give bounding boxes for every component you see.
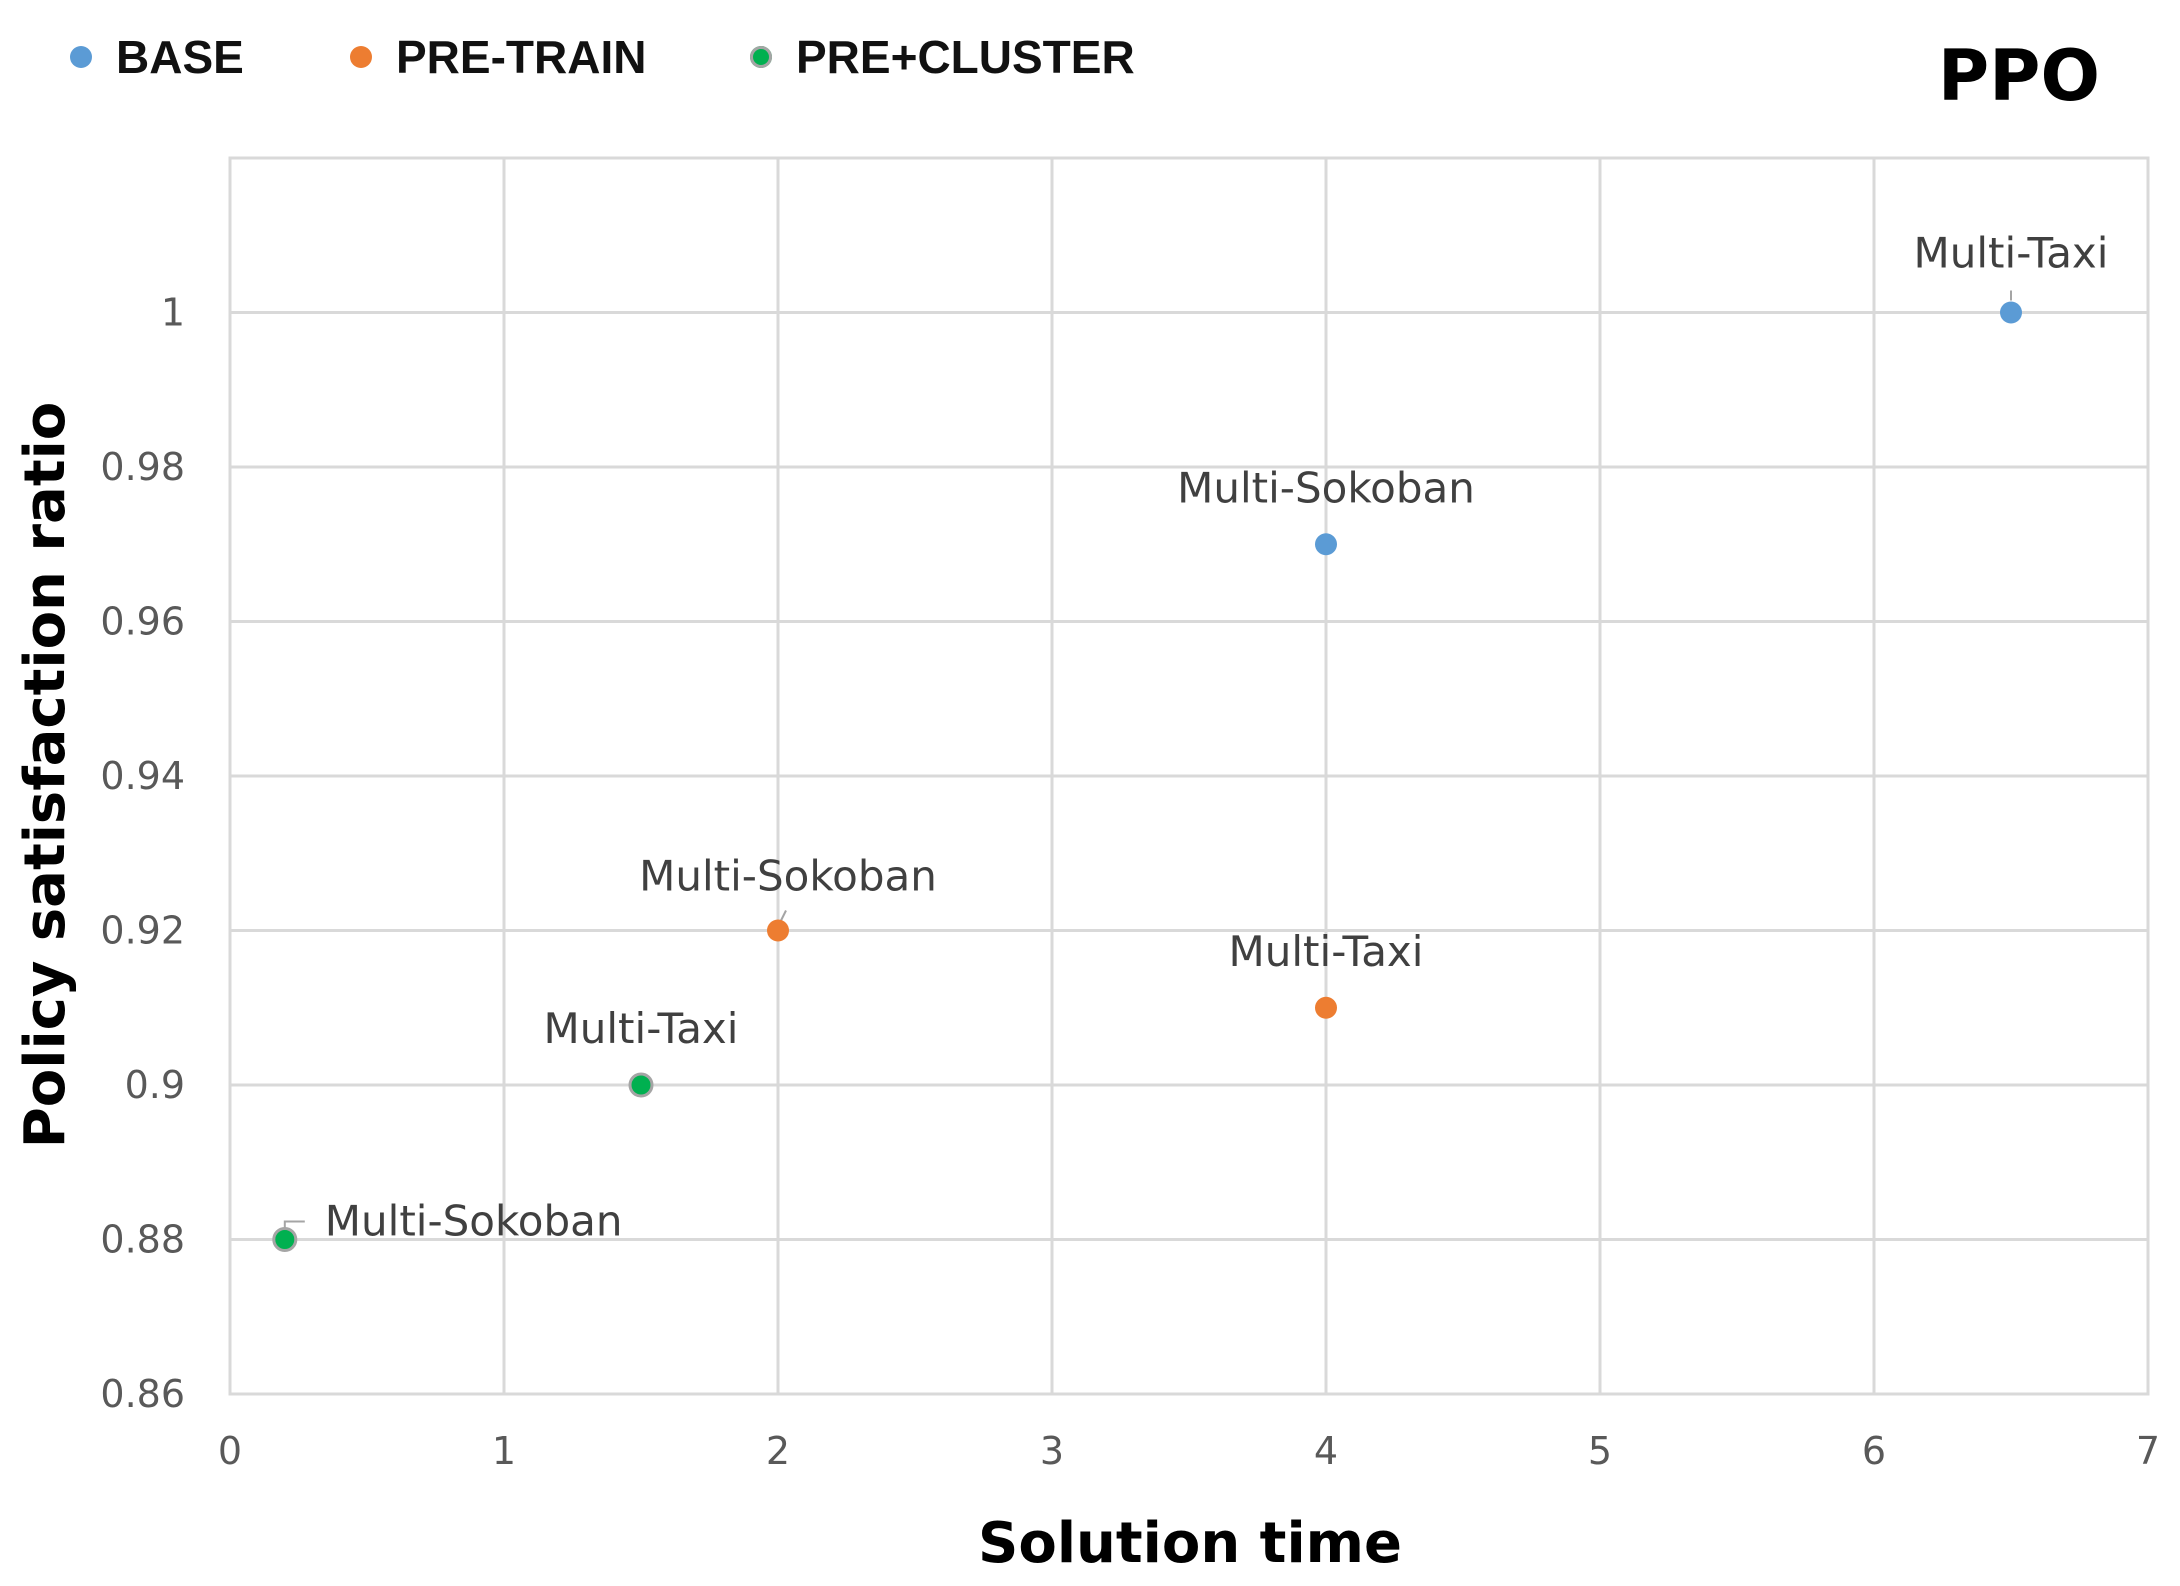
x-axis-title: Solution time: [978, 1511, 1402, 1576]
legend: BASE PRE-TRAIN PRE+CLUSTER: [70, 30, 1135, 84]
data-label: Multi-Sokoban: [1177, 463, 1475, 512]
x-tick-label: 6: [1862, 1429, 1886, 1473]
y-tick-label: 0.9: [125, 1063, 185, 1107]
data-labels: Multi-Sokoban Multi-Taxi Multi-Sokoban Mult…: [325, 229, 2109, 1246]
x-tick-label: 2: [766, 1429, 790, 1473]
legend-label-pre-train: PRE-TRAIN: [396, 31, 647, 83]
y-tick-label: 0.88: [100, 1218, 185, 1262]
legend-swatch-base: [70, 46, 92, 68]
legend-swatch-pre-train: [350, 46, 372, 68]
legend-item-pre-cluster: PRE+CLUSTER: [750, 30, 1135, 84]
point-pre-train-1: [1315, 996, 1337, 1019]
x-tick-label: 7: [2136, 1429, 2160, 1473]
legend-swatch-pre-cluster: [750, 46, 772, 68]
data-label: Multi-Taxi: [1914, 229, 2109, 278]
x-tick-label: 1: [492, 1429, 516, 1473]
x-tick-label: 4: [1314, 1429, 1338, 1473]
legend-label-base: BASE: [116, 31, 244, 83]
data-label: Multi-Taxi: [1229, 927, 1424, 976]
y-tick-label: 0.92: [100, 909, 185, 953]
data-label: Multi-Sokoban: [639, 852, 937, 901]
y-tick-label: 0.98: [100, 445, 185, 489]
x-tick-label: 3: [1040, 1429, 1064, 1473]
y-axis-title: Policy satisfaction ratio: [13, 402, 78, 1149]
x-tick-label: 0: [218, 1429, 242, 1473]
data-label: Multi-Sokoban: [325, 1197, 623, 1246]
point-base-1: [2000, 301, 2022, 324]
data-points: [272, 301, 2022, 1252]
point-pre-train-0: [767, 919, 789, 942]
legend-item-base: BASE: [70, 30, 350, 84]
axis-ticks: 0 1 2 3 4 5 6 7 0.86 0.88 0.9 0.92 0.94 0.96 0.98 1: [100, 291, 2160, 1474]
y-tick-label: 0.94: [100, 754, 185, 798]
legend-item-pre-train: PRE-TRAIN: [350, 30, 750, 84]
y-tick-label: 0.96: [100, 600, 185, 644]
chart-title: PPO: [1938, 35, 2100, 117]
data-label: Multi-Taxi: [544, 1004, 739, 1053]
y-tick-label: 0.86: [100, 1372, 185, 1416]
legend-label-pre-cluster: PRE+CLUSTER: [796, 31, 1135, 83]
point-pre-cluster-0: [272, 1227, 298, 1252]
point-pre-cluster-1: [628, 1072, 654, 1098]
y-tick-label: 1: [161, 291, 185, 335]
label-connectors: [283, 290, 2012, 1232]
grid: [228, 156, 2150, 1396]
x-tick-label: 5: [1588, 1429, 1612, 1473]
point-base-0: [1315, 533, 1337, 556]
label-connector: [780, 910, 787, 921]
